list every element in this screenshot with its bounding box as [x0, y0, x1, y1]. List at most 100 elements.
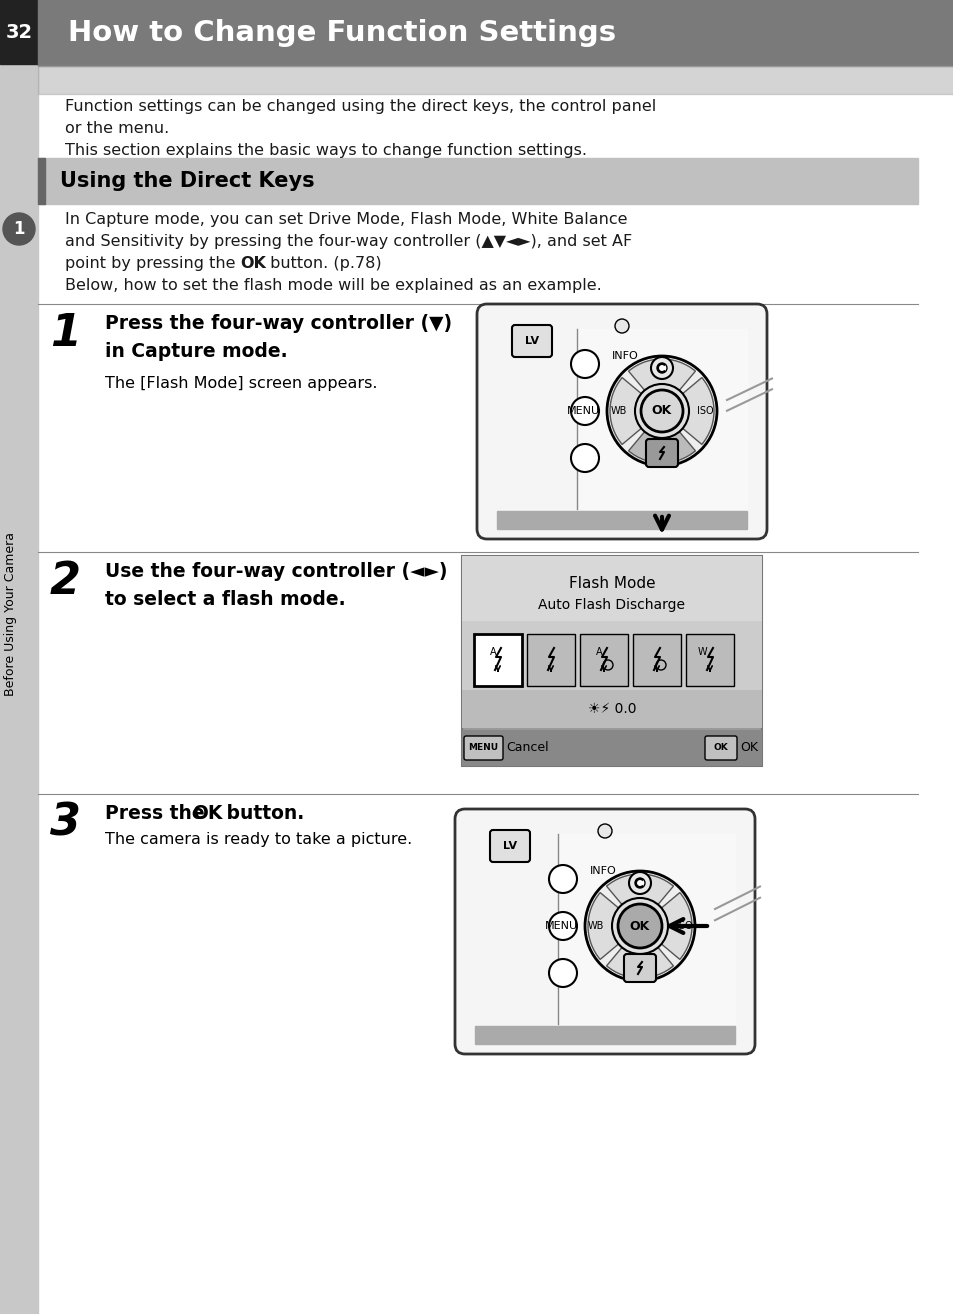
Text: 1: 1 — [13, 219, 25, 238]
Text: 2: 2 — [50, 560, 81, 603]
FancyBboxPatch shape — [645, 439, 678, 466]
Circle shape — [628, 872, 650, 894]
Text: WB: WB — [610, 406, 626, 417]
Text: button. (p.78): button. (p.78) — [265, 256, 381, 271]
Text: 3: 3 — [50, 802, 81, 845]
Circle shape — [635, 384, 688, 438]
FancyBboxPatch shape — [476, 304, 766, 539]
Wedge shape — [659, 892, 691, 959]
Text: Below, how to set the flash mode will be explained as an example.: Below, how to set the flash mode will be… — [65, 279, 601, 293]
Bar — [633, 633, 680, 686]
FancyBboxPatch shape — [455, 809, 754, 1054]
Text: Before Using Your Camera: Before Using Your Camera — [5, 532, 17, 696]
Wedge shape — [628, 430, 695, 463]
Text: The camera is ready to take a picture.: The camera is ready to take a picture. — [105, 832, 412, 848]
Text: W: W — [698, 646, 707, 657]
Text: Press the: Press the — [105, 804, 211, 823]
Text: This section explains the basic ways to change function settings.: This section explains the basic ways to … — [65, 143, 586, 158]
Text: WB: WB — [587, 921, 603, 932]
Text: OK: OK — [713, 744, 727, 753]
Circle shape — [571, 444, 598, 472]
Circle shape — [615, 319, 628, 332]
Text: 32: 32 — [6, 22, 32, 42]
Bar — [0, 0, 38, 1314]
Circle shape — [618, 904, 661, 947]
FancyBboxPatch shape — [512, 325, 552, 357]
Circle shape — [571, 397, 598, 424]
Text: The [Flash Mode] screen appears.: The [Flash Mode] screen appears. — [105, 376, 377, 392]
Wedge shape — [609, 377, 643, 444]
Circle shape — [584, 871, 695, 982]
Text: Flash Mode: Flash Mode — [568, 576, 655, 591]
Text: to select a flash mode.: to select a flash mode. — [105, 590, 345, 608]
Bar — [461, 556, 761, 622]
Text: Cancel: Cancel — [505, 741, 548, 754]
Text: Using the Direct Keys: Using the Direct Keys — [60, 171, 314, 191]
Text: OK: OK — [240, 256, 266, 271]
Bar — [461, 556, 761, 766]
Circle shape — [548, 959, 577, 987]
Circle shape — [3, 213, 35, 244]
Text: MENU: MENU — [468, 744, 497, 753]
Bar — [38, 158, 45, 204]
Text: and Sensitivity by pressing the four-way controller (▲▼◄►), and set AF: and Sensitivity by pressing the four-way… — [65, 234, 632, 248]
Circle shape — [606, 356, 717, 466]
Text: A: A — [596, 646, 602, 657]
Text: ☀⚡ 0.0: ☀⚡ 0.0 — [587, 702, 636, 716]
Text: OK: OK — [651, 405, 672, 418]
Bar — [558, 834, 734, 1024]
Circle shape — [598, 824, 612, 838]
Text: button.: button. — [220, 804, 304, 823]
Text: Use the four-way controller (◄►): Use the four-way controller (◄►) — [105, 562, 447, 581]
Text: point by pressing the: point by pressing the — [65, 256, 240, 271]
Text: 1: 1 — [50, 311, 81, 355]
Bar — [497, 511, 746, 530]
Circle shape — [571, 350, 598, 378]
Circle shape — [657, 363, 666, 373]
Bar — [461, 731, 761, 766]
Text: In Capture mode, you can set Drive Mode, Flash Mode, White Balance: In Capture mode, you can set Drive Mode,… — [65, 212, 627, 227]
Wedge shape — [606, 945, 673, 978]
Text: A: A — [490, 646, 497, 657]
Text: OK: OK — [629, 920, 649, 933]
Bar — [685, 633, 733, 686]
Circle shape — [612, 897, 667, 954]
Text: ISO: ISO — [676, 921, 692, 932]
Circle shape — [548, 912, 577, 940]
Text: Auto Flash Discharge: Auto Flash Discharge — [537, 598, 685, 612]
Text: MENU: MENU — [566, 406, 599, 417]
Bar — [38, 0, 953, 66]
FancyBboxPatch shape — [490, 830, 530, 862]
Bar — [579, 633, 627, 686]
Bar — [38, 66, 953, 95]
Circle shape — [650, 357, 672, 378]
Wedge shape — [606, 874, 673, 907]
Wedge shape — [679, 377, 713, 444]
Bar — [461, 622, 761, 696]
Wedge shape — [628, 359, 695, 393]
Circle shape — [548, 865, 577, 894]
Bar — [474, 633, 521, 686]
Bar — [461, 690, 761, 728]
Bar — [475, 1026, 734, 1045]
FancyBboxPatch shape — [704, 736, 737, 759]
Text: in Capture mode.: in Capture mode. — [105, 342, 287, 361]
Bar — [526, 633, 575, 686]
Circle shape — [635, 878, 644, 888]
Text: OK: OK — [192, 804, 222, 823]
Bar — [38, 158, 917, 204]
Wedge shape — [587, 892, 620, 959]
Bar — [0, 0, 38, 64]
FancyBboxPatch shape — [463, 736, 502, 759]
Text: LV: LV — [524, 336, 538, 346]
Text: OK: OK — [740, 741, 758, 754]
Text: MENU: MENU — [544, 921, 578, 932]
FancyBboxPatch shape — [623, 954, 656, 982]
Text: INFO: INFO — [612, 351, 639, 361]
Text: How to Change Function Settings: How to Change Function Settings — [68, 18, 616, 47]
Text: or the menu.: or the menu. — [65, 121, 169, 137]
Bar — [577, 328, 746, 509]
Circle shape — [640, 390, 682, 432]
Text: LV: LV — [502, 841, 517, 851]
Text: Function settings can be changed using the direct keys, the control panel: Function settings can be changed using t… — [65, 99, 656, 114]
